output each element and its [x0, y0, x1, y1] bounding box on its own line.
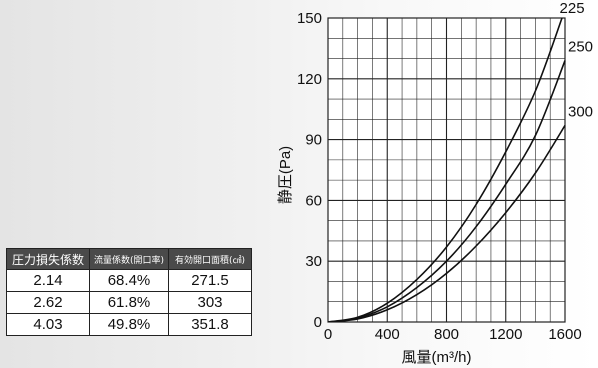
series-label-250: 250	[568, 39, 593, 56]
y-axis-label: 静圧(Pa)	[277, 146, 294, 204]
header-pressure-loss-coefficient: 圧力損失係数	[6, 248, 90, 270]
header-flow-coefficient: 流量係数(開口率)	[89, 248, 169, 270]
table-row: 2.62 61.8% 303	[6, 291, 252, 314]
series-line-250	[328, 60, 566, 322]
x-tick-label: 800	[434, 326, 459, 343]
table-cell: 2.62	[6, 291, 90, 314]
series-label-300: 300	[568, 103, 593, 120]
table-row: 2.14 68.4% 271.5	[6, 269, 252, 292]
y-tick-label: 120	[297, 71, 322, 88]
chart-labels: 0 400 800 1200 1600 0 30 60 90 120 150 風量(m³/h) 静圧(P…	[277, 0, 593, 366]
y-tick-label: 0	[314, 314, 322, 331]
y-tick-label: 150	[297, 10, 322, 27]
y-tick-label: 60	[305, 192, 322, 209]
header-effective-opening-area: 有効開口面積(㎠)	[168, 248, 252, 270]
table-cell: 68.4%	[89, 269, 169, 292]
series-line-300	[328, 124, 566, 322]
x-tick-label: 1600	[548, 326, 581, 343]
series-label-225: 225	[560, 0, 585, 17]
series-line-225	[328, 17, 563, 322]
y-tick-label: 90	[305, 132, 322, 149]
table-cell: 61.8%	[89, 291, 169, 314]
x-tick-label: 1200	[489, 326, 522, 343]
x-axis-label: 風量(m³/h)	[402, 349, 472, 366]
table-cell: 49.8%	[89, 313, 169, 336]
table-header-row: 圧力損失係数 流量係数(開口率) 有効開口面積(㎠)	[6, 248, 252, 270]
table-cell: 4.03	[6, 313, 90, 336]
x-tick-label: 400	[375, 326, 400, 343]
table-cell: 351.8	[168, 313, 252, 336]
y-tick-label: 30	[305, 253, 322, 270]
chart-lines	[328, 17, 566, 322]
spec-table: 圧力損失係数 流量係数(開口率) 有効開口面積(㎠) 2.14 68.4% 27…	[6, 248, 252, 336]
x-tick-label: 0	[324, 326, 332, 343]
table-row: 4.03 49.8% 351.8	[6, 313, 252, 336]
chart-grid	[327, 17, 566, 323]
